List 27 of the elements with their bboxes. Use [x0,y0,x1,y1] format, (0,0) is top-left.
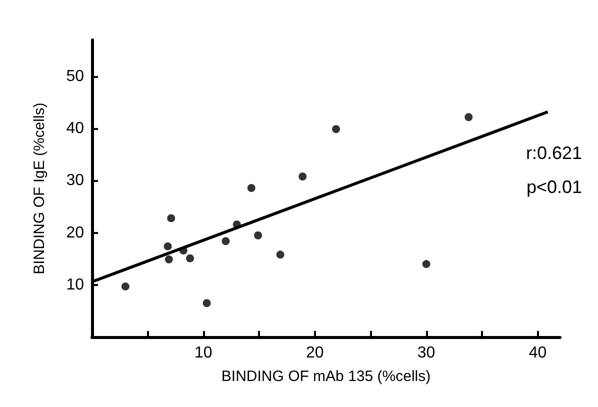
y-tick-label: 40 [66,120,84,138]
y-tick-label: 10 [66,276,84,294]
point [222,237,230,246]
annotation: p<0.01 [526,177,582,197]
y-tick-label: 30 [66,172,84,190]
point [167,214,176,222]
y-axis-title: BINDING OF IgE (%cells) [31,102,48,274]
point [276,250,284,259]
point [186,254,194,262]
point [164,242,172,250]
point [254,231,262,240]
x-tick-label: 40 [528,344,547,362]
y-tick-label: 20 [66,224,84,242]
x-tick-label: 20 [306,344,324,362]
point [332,125,340,134]
point [422,260,430,268]
annotation: r:0.621 [526,143,582,163]
point [298,172,307,181]
point [121,282,130,290]
x-tick-label: 30 [417,344,436,362]
y-tick-label: 50 [66,68,84,85]
x-axis-title: BINDING OF mAb 135 (%cells) [221,368,431,385]
point [247,184,256,192]
point [202,299,211,308]
x-tick-label: 10 [194,344,212,362]
point [164,255,173,264]
point [464,113,473,122]
